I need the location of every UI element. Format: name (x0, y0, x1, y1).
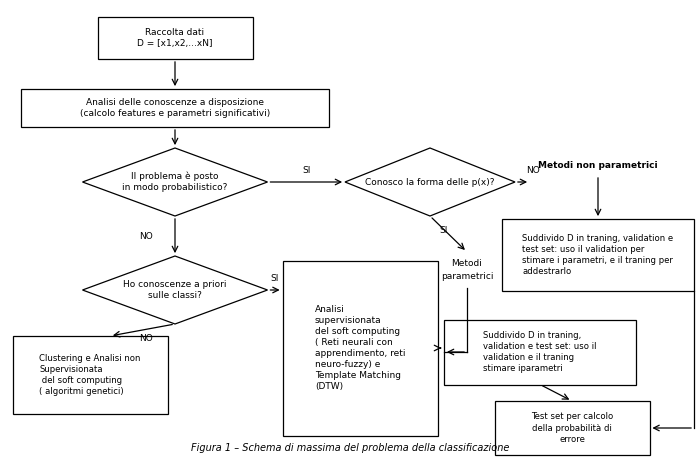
Text: Metodi
parametrici: Metodi parametrici (441, 259, 494, 281)
Text: Conosco la forma delle p(x)?: Conosco la forma delle p(x)? (365, 177, 495, 187)
Text: SI: SI (271, 273, 279, 283)
FancyBboxPatch shape (494, 401, 650, 455)
Text: Metodi non parametrici: Metodi non parametrici (538, 160, 658, 170)
Text: Ho conoscenze a priori
sulle classi?: Ho conoscenze a priori sulle classi? (123, 280, 227, 300)
Text: Clustering e Analisi non
Supervisionata
 del soft computing
( algoritmi genetici: Clustering e Analisi non Supervisionata … (39, 354, 141, 396)
Text: NO: NO (139, 231, 153, 241)
FancyBboxPatch shape (444, 319, 636, 384)
FancyBboxPatch shape (97, 17, 253, 59)
Polygon shape (83, 148, 267, 216)
Polygon shape (83, 256, 267, 324)
Text: Suddivido D in traning, validation e
test set: uso il validation per
stimare i p: Suddivido D in traning, validation e tes… (522, 234, 673, 276)
FancyBboxPatch shape (21, 89, 329, 127)
Text: Suddivido D in traning,
validation e test set: uso il
validation e il traning
st: Suddivido D in traning, validation e tes… (483, 331, 596, 373)
Text: SI: SI (440, 225, 448, 235)
Text: Il problema è posto
in modo probabilistico?: Il problema è posto in modo probabilisti… (122, 171, 228, 192)
Text: Analisi
supervisionata
del soft computing
( Reti neurali con
apprendimento, reti: Analisi supervisionata del soft computin… (315, 305, 405, 391)
Text: Analisi delle conoscenze a disposizione
(calcolo features e parametri significat: Analisi delle conoscenze a disposizione … (80, 98, 270, 118)
FancyBboxPatch shape (13, 336, 167, 414)
Text: NO: NO (139, 333, 153, 343)
Text: Figura 1 – Schema di massima del problema della classificazione: Figura 1 – Schema di massima del problem… (191, 443, 509, 453)
FancyBboxPatch shape (502, 219, 694, 291)
Polygon shape (345, 148, 515, 216)
FancyBboxPatch shape (283, 260, 438, 436)
Text: Test set per calcolo
della probabilità di
errore: Test set per calcolo della probabilità d… (531, 413, 613, 443)
Text: SI: SI (302, 165, 310, 175)
Text: Raccolta dati
D = [x1,x2,...xN]: Raccolta dati D = [x1,x2,...xN] (137, 28, 213, 48)
Text: NO: NO (526, 165, 540, 175)
